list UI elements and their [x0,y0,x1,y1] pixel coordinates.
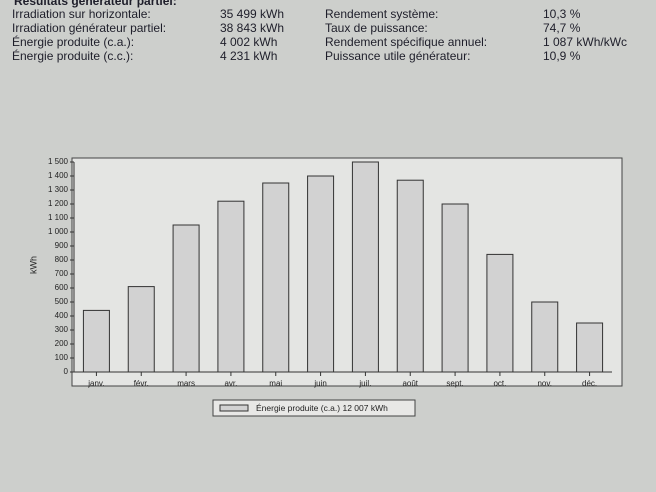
summary-cell: Rendement spécifique annuel: [325,35,487,49]
summary-cell: 1 087 kWh/kWc [543,35,627,49]
bar [576,322,604,373]
y-tick-label: 800 [55,255,69,264]
bar [82,309,110,373]
summary-cell: Rendement système: [325,7,438,21]
bar [396,179,424,373]
y-axis-label: kWh [28,256,38,274]
y-tick-label: 100 [55,353,69,362]
bar [172,224,200,373]
summary-cell: 10,9 % [543,49,581,63]
y-tick-label: 1 000 [48,227,69,236]
y-tick-label: 900 [55,241,69,250]
summary-cell: 10,3 % [543,7,581,21]
bar [531,301,559,373]
bar [262,182,290,373]
bar [127,286,155,373]
y-tick-label: 300 [55,325,69,334]
y-tick-label: 1 300 [48,185,69,194]
y-tick-label: 1 400 [48,171,69,180]
summary-cell: 38 843 kWh [220,21,284,35]
summary-cell: Irradiation générateur partiel: [12,21,166,35]
x-tick-label: mars [177,379,195,388]
legend-label: Énergie produite (c.a.) 12 007 kWh [256,403,388,413]
x-tick-label: juil. [358,379,371,388]
y-tick-label: 400 [55,311,69,320]
summary-cell: 4 231 kWh [220,49,277,63]
x-tick-label: mai [269,379,282,388]
y-tick-label: 500 [55,297,69,306]
bar [351,161,379,373]
x-tick-label: janv. [87,379,104,388]
summary-cell: Énergie produite (c.c.): [12,48,133,63]
summary-cell: 74,7 % [543,21,581,35]
x-tick-label: févr. [134,379,149,388]
legend-box [212,399,416,417]
x-tick-label: nov. [537,379,552,388]
bar [441,203,469,373]
bar [486,253,514,373]
bar [307,175,335,373]
bar [217,200,245,373]
summary-cell: 4 002 kWh [220,35,277,49]
x-tick-label: déc. [582,379,597,388]
y-tick-label: 1 500 [48,157,69,166]
summary-cell: Énergie produite (c.a.): [12,34,134,49]
x-tick-label: avr. [224,379,237,388]
x-tick-label: oct. [493,379,506,388]
summary-cell: Puissance utile générateur: [325,49,470,63]
x-tick-label: août [402,379,418,388]
y-tick-label: 700 [55,269,69,278]
y-tick-label: 1 200 [48,199,69,208]
summary-cell: Irradiation sur horizontale: [12,7,151,21]
x-tick-label: juin [313,379,326,388]
plot-frame [71,157,623,387]
y-tick-label: 0 [64,367,69,376]
summary-cell: Taux de puissance: [325,21,428,35]
summary-cell: 35 499 kWh [220,7,284,21]
x-tick-label: sept. [446,379,463,388]
legend-swatch [219,404,249,412]
y-tick-label: 600 [55,283,69,292]
summary-title: Résultats générateur partiel: [14,0,177,8]
y-tick-label: 1 100 [48,213,69,222]
y-tick-label: 200 [55,339,69,348]
